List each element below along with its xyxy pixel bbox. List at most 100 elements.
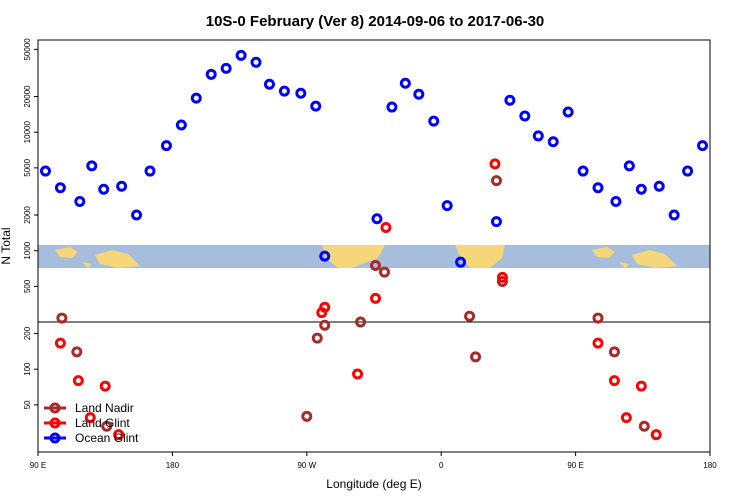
point [623, 160, 635, 172]
point [101, 420, 113, 432]
point [39, 165, 51, 177]
point [319, 319, 331, 331]
point [352, 368, 364, 380]
point [311, 332, 323, 344]
y-axis-title: N Total [0, 227, 13, 264]
point [496, 275, 508, 287]
point [519, 110, 531, 122]
map-band [38, 245, 710, 268]
point [413, 88, 425, 100]
point [98, 183, 110, 195]
point [250, 56, 262, 68]
chart-title: 10S-0 February (Ver 8) 2014-09-06 to 201… [206, 13, 545, 30]
point [355, 316, 367, 328]
point [464, 310, 476, 322]
point [496, 271, 508, 283]
point [190, 92, 202, 104]
land [592, 247, 677, 268]
point [144, 165, 156, 177]
point [319, 301, 331, 313]
point [399, 77, 411, 89]
point [577, 165, 589, 177]
point [608, 375, 620, 387]
legend-label: Land Nadir [75, 401, 134, 415]
point [653, 180, 665, 192]
point [319, 250, 331, 262]
point [301, 410, 313, 422]
point [650, 429, 662, 441]
point [116, 180, 128, 192]
point [697, 140, 709, 152]
point [635, 380, 647, 392]
point [455, 256, 467, 268]
point [592, 182, 604, 194]
point [428, 115, 440, 127]
y-tick-label: 500 [23, 279, 32, 293]
point [295, 87, 307, 99]
point [610, 196, 622, 208]
point [71, 346, 83, 358]
point [72, 375, 84, 387]
point [620, 412, 632, 424]
y-tick-label: 10000 [23, 121, 32, 144]
point [220, 62, 232, 74]
point [547, 136, 559, 148]
point [562, 106, 574, 118]
y-tick-label: 1000 [23, 241, 32, 259]
point [369, 292, 381, 304]
point [99, 380, 111, 392]
point [205, 68, 217, 80]
y-tick-label: 50 [23, 400, 32, 409]
point [74, 196, 86, 208]
point [682, 165, 694, 177]
point [441, 200, 453, 212]
point [386, 101, 398, 113]
point [113, 429, 125, 441]
legend-label: Ocean Glint [75, 431, 139, 445]
point [131, 209, 143, 221]
y-tick-label: 2000 [23, 206, 32, 224]
point [635, 183, 647, 195]
point [668, 209, 680, 221]
point [56, 312, 68, 324]
point [490, 175, 502, 187]
point [532, 130, 544, 142]
point [638, 420, 650, 432]
plot-frame [37, 39, 711, 453]
point [54, 337, 66, 349]
x-tick-label: 90 E [567, 461, 583, 470]
legend-swatch [49, 432, 61, 444]
point [263, 78, 275, 90]
point [470, 351, 482, 363]
point [310, 100, 322, 112]
x-tick-label: 90 W [297, 461, 316, 470]
x-tick-label: 90 E [30, 461, 46, 470]
point [504, 94, 516, 106]
point [278, 85, 290, 97]
point [84, 412, 96, 424]
y-tick-label: 50000 [23, 38, 32, 61]
legend-swatch [49, 402, 61, 414]
point [380, 221, 392, 233]
point [592, 337, 604, 349]
point [86, 160, 98, 172]
point [235, 49, 247, 61]
legend-label: Land Glint [75, 416, 130, 430]
point [371, 213, 383, 225]
land [55, 247, 140, 268]
point [369, 259, 381, 271]
point [489, 158, 501, 170]
land [455, 245, 505, 268]
point [175, 119, 187, 131]
point [592, 312, 604, 324]
point [608, 346, 620, 358]
x-tick-label: 180 [166, 461, 180, 470]
point [54, 182, 66, 194]
legend-swatch [49, 417, 61, 429]
x-tick-label: 180 [703, 461, 717, 470]
x-tick-label: 0 [439, 461, 444, 470]
y-tick-label: 100 [23, 362, 32, 376]
y-tick-label: 20000 [23, 85, 32, 108]
point [378, 266, 390, 278]
